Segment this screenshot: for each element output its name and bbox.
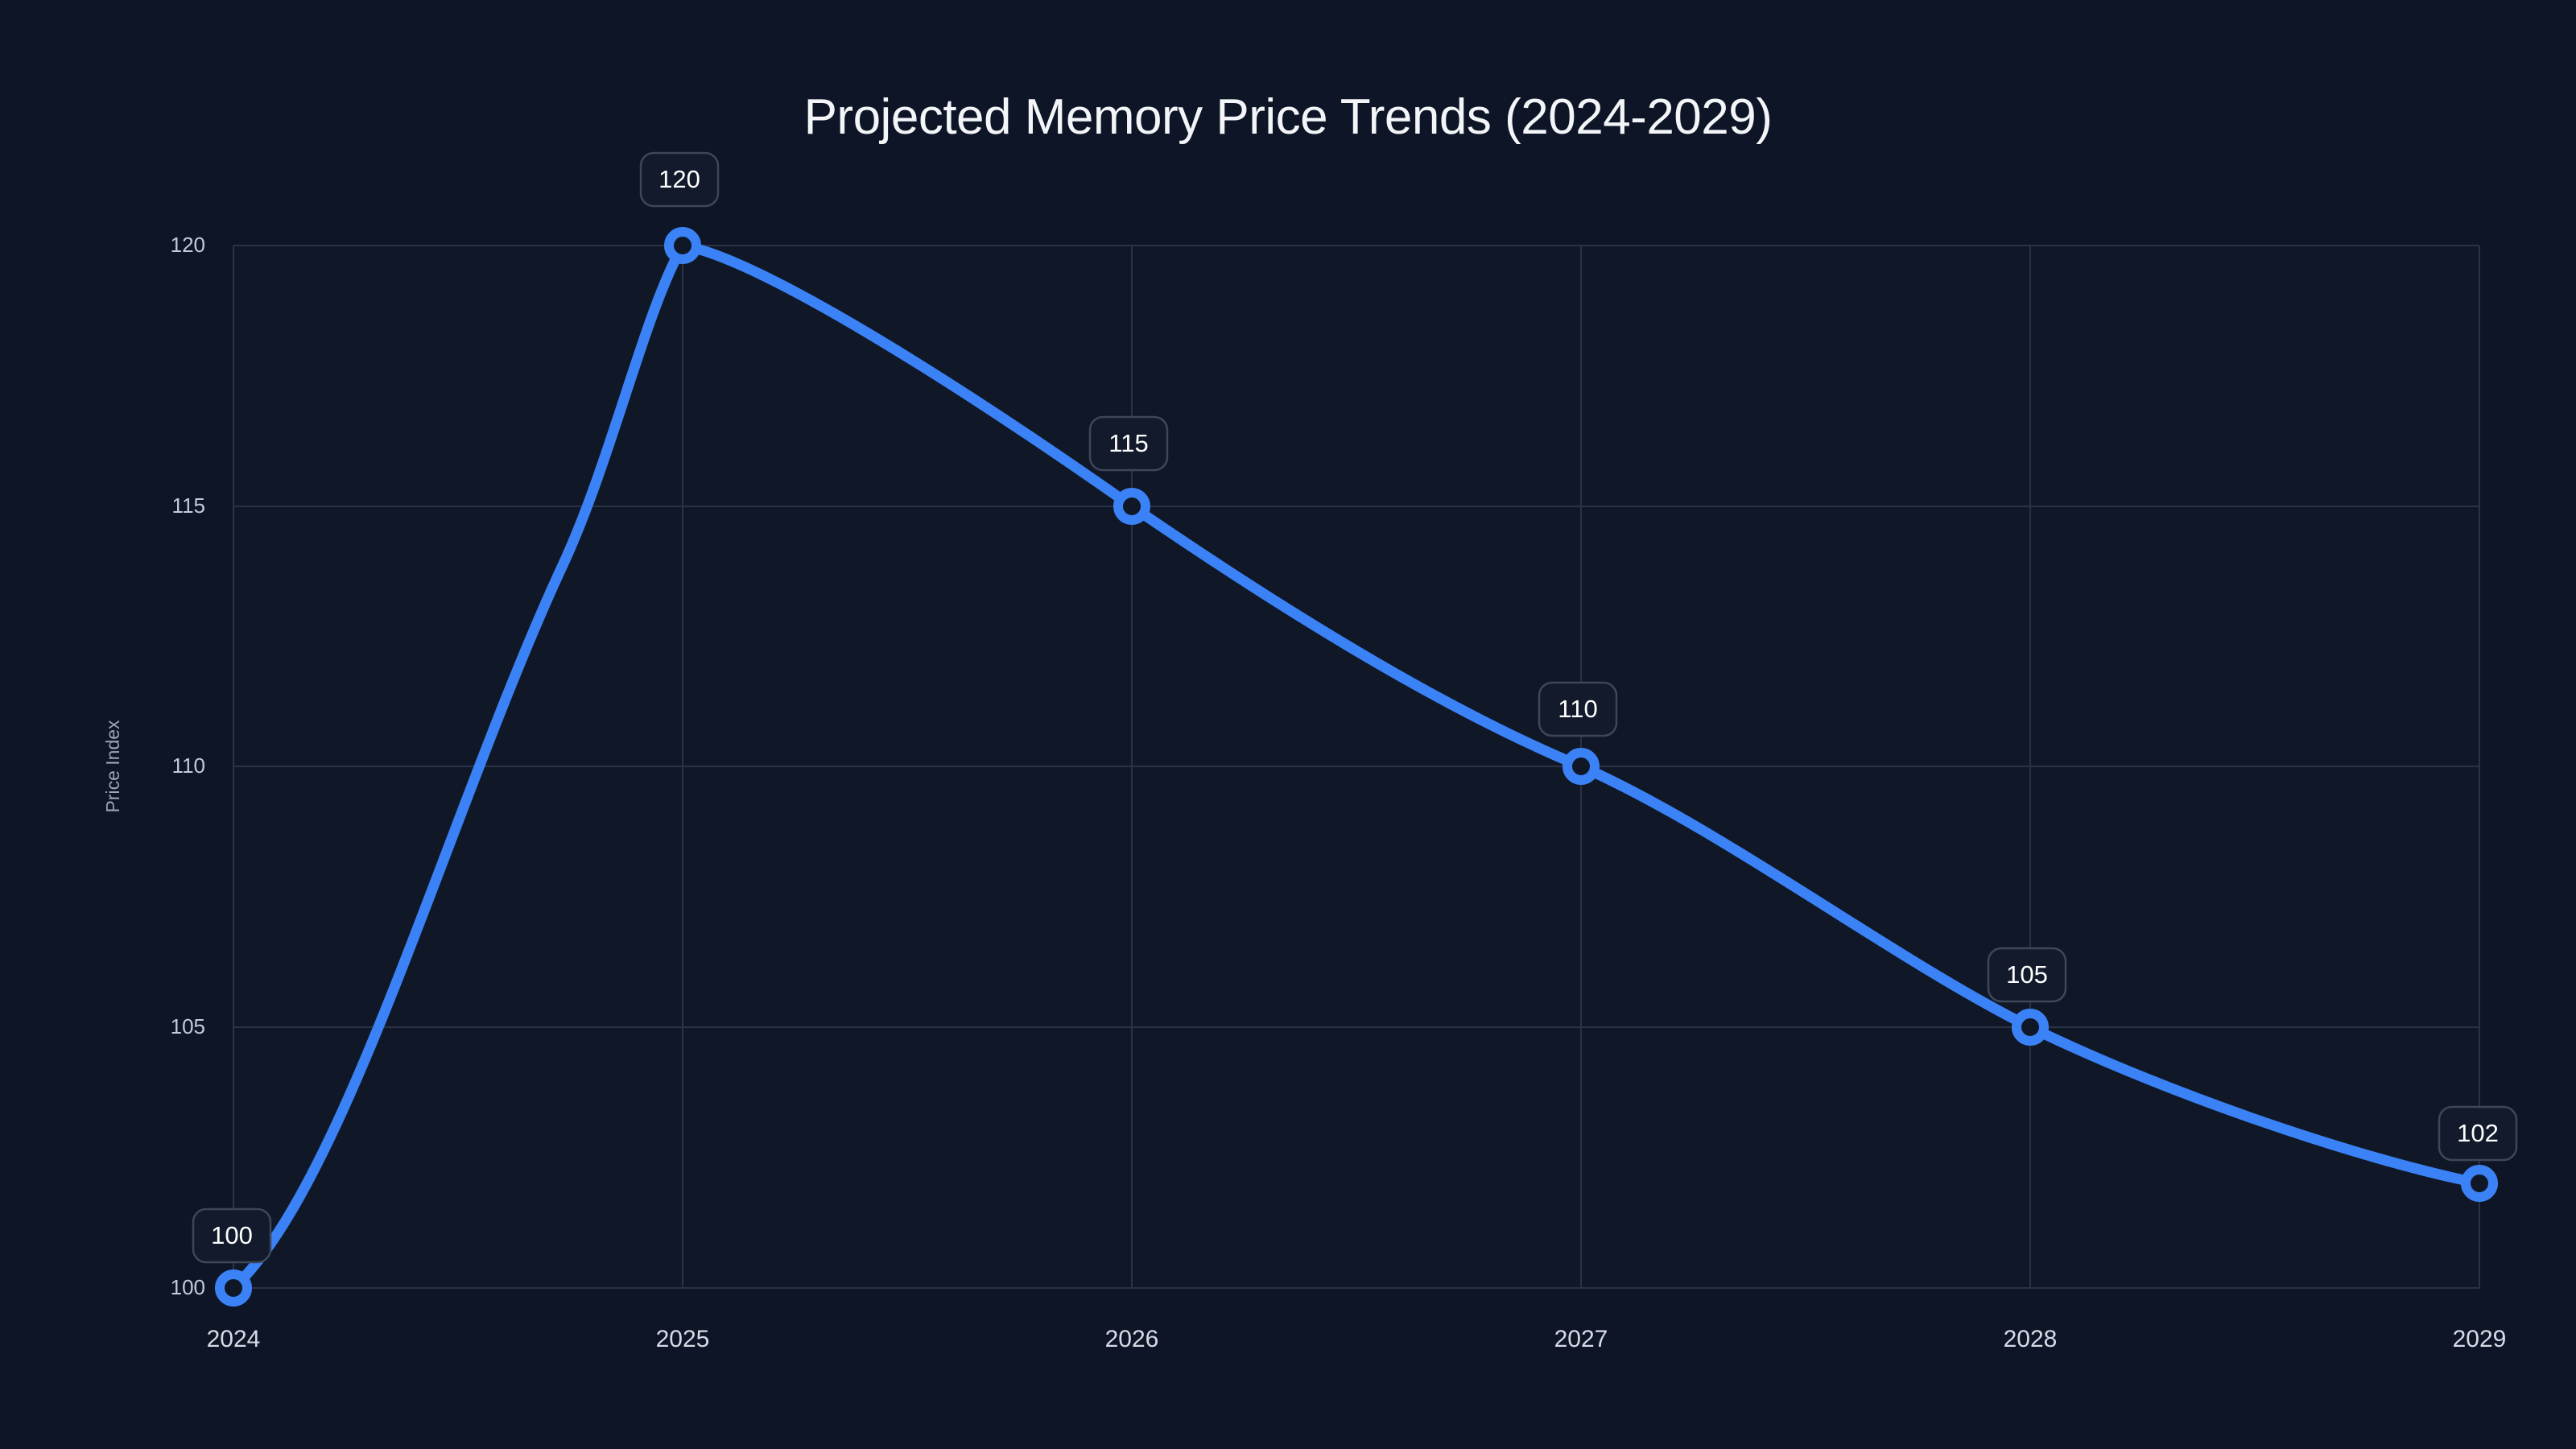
data-point-2024[interactable] bbox=[215, 1269, 252, 1307]
badge-value: 105 bbox=[2006, 960, 2048, 989]
y-tick-label-105: 105 bbox=[171, 1014, 205, 1038]
page-title: Projected Memory Price Trends (2024-2029… bbox=[803, 89, 1773, 145]
x-tick-label-2027: 2027 bbox=[1554, 1326, 1608, 1352]
y-tick-label-100: 100 bbox=[171, 1275, 205, 1299]
data-label-badge-2029: 102 bbox=[2438, 1105, 2518, 1162]
badge-box bbox=[639, 151, 720, 208]
badge-box bbox=[1987, 947, 2067, 1003]
y-tick-label-110: 110 bbox=[172, 753, 205, 778]
x-tick-label-2026: 2026 bbox=[1105, 1326, 1159, 1352]
x-tick-label-2028: 2028 bbox=[2004, 1326, 2058, 1352]
data-point-2026[interactable] bbox=[1113, 488, 1150, 525]
y-axis-title: Price Index bbox=[102, 720, 123, 813]
badge-value: 115 bbox=[1108, 429, 1148, 457]
data-point-2028[interactable] bbox=[2012, 1009, 2049, 1046]
data-label-badge-2024: 100 bbox=[192, 1208, 272, 1264]
badge-value: 102 bbox=[2457, 1119, 2499, 1147]
y-tick-label-115: 115 bbox=[172, 493, 205, 518]
data-point-markers[interactable] bbox=[215, 227, 2498, 1307]
badge-value: 100 bbox=[211, 1221, 253, 1249]
badge-box bbox=[2438, 1105, 2518, 1162]
x-tick-label-2029: 2029 bbox=[2453, 1326, 2507, 1352]
data-label-badge-2026: 115 bbox=[1088, 415, 1169, 472]
data-label-badge-2025: 120 bbox=[639, 151, 720, 208]
data-label-badge-2027: 110 bbox=[1538, 681, 1618, 737]
data-point-2027[interactable] bbox=[1563, 748, 1600, 785]
horizontal-gridlines bbox=[233, 245, 2479, 1289]
data-point-2025[interactable] bbox=[664, 227, 701, 264]
badge-box bbox=[192, 1208, 272, 1264]
badge-box bbox=[1088, 415, 1169, 472]
x-tick-label-2025: 2025 bbox=[656, 1326, 710, 1352]
data-point-2029[interactable] bbox=[2461, 1165, 2498, 1202]
badge-box bbox=[1538, 681, 1618, 737]
x-tick-label-2024: 2024 bbox=[207, 1326, 261, 1352]
badge-value: 120 bbox=[658, 165, 700, 193]
badge-value: 110 bbox=[1558, 695, 1597, 723]
y-tick-label-120: 120 bbox=[171, 233, 205, 257]
data-label-badge-2028: 105 bbox=[1987, 947, 2067, 1003]
